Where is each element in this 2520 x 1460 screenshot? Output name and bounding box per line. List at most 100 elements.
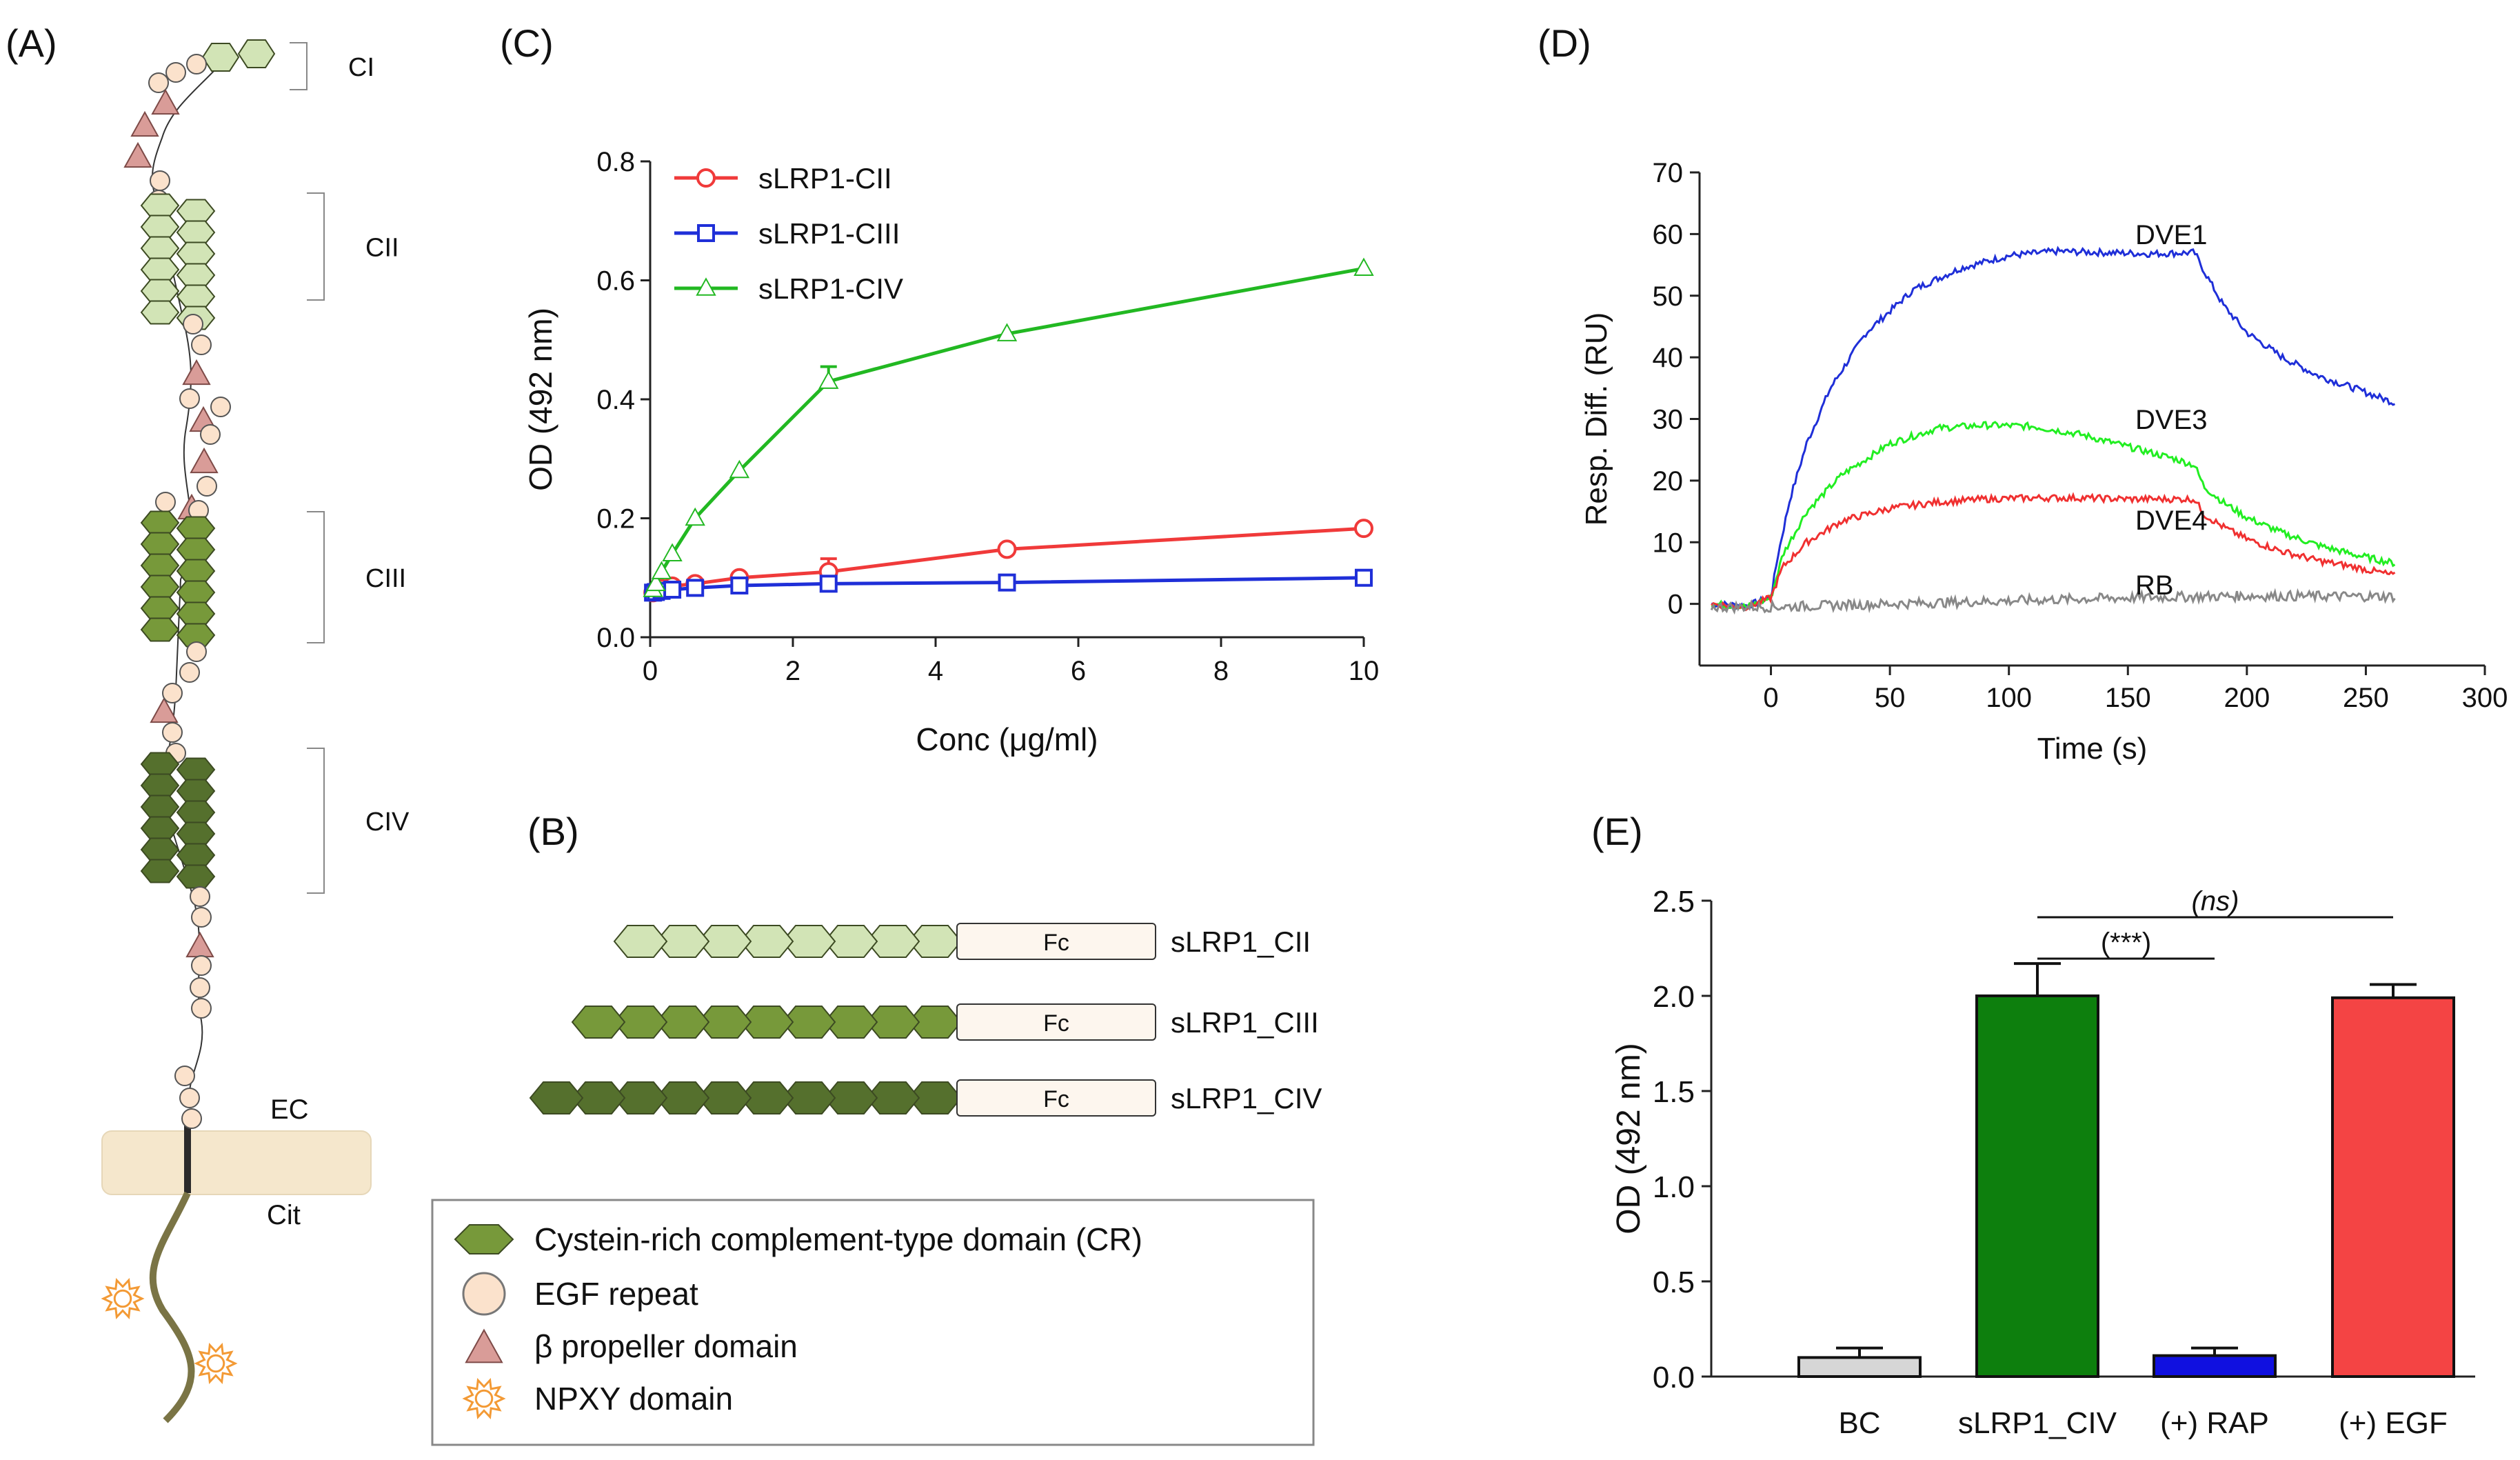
y-tick-label: 0.0: [1653, 1361, 1695, 1394]
sensorgram-trace: [1711, 246, 2396, 610]
cr-domain: [140, 837, 180, 862]
sensorgram-trace: [1711, 492, 2396, 612]
construct-cr-domain: [529, 1081, 584, 1114]
egf-repeat: [191, 334, 212, 355]
egf-repeat: [174, 1066, 195, 1086]
cr-domain: [140, 532, 180, 557]
membrane-ec-label: EC: [270, 1094, 309, 1125]
x-tick-label: 0: [1763, 683, 1778, 713]
membrane-cit-label: Cit: [267, 1200, 301, 1230]
panel-label-d: (D): [1538, 21, 1591, 65]
data-point: [663, 581, 682, 599]
npxy-core: [474, 1389, 494, 1408]
cr-domain: [140, 510, 180, 535]
cr-domain: [176, 559, 216, 583]
construct-cr-domain: [697, 1006, 752, 1039]
construct-cr-domain: [823, 1006, 878, 1039]
data-point: [818, 370, 839, 389]
fc-domain: [956, 1003, 1156, 1041]
cluster-bracket: [307, 748, 325, 894]
cell-membrane: [101, 1130, 372, 1195]
egf-repeat: [186, 641, 207, 662]
construct-cr-domain: [571, 1006, 626, 1039]
egf-repeat: [191, 955, 212, 976]
cr-domain: [140, 816, 180, 841]
cr-domain: [176, 821, 216, 846]
data-point: [1354, 519, 1373, 539]
egf-repeat: [183, 314, 203, 334]
egf-repeat: [191, 998, 212, 1019]
beta-propeller-domain: [182, 359, 211, 386]
construct-cr-domain: [781, 925, 836, 958]
y-tick-label: 40: [1653, 343, 1684, 373]
x-axis-label: Time (s): [2037, 732, 2148, 766]
data-point: [998, 573, 1016, 592]
egf-repeat: [150, 170, 170, 191]
cr-domain: [176, 757, 216, 782]
egf-repeat: [165, 62, 186, 83]
legend-label: Cystein-rich complement-type domain (CR): [534, 1221, 1142, 1257]
series-dve1: [1711, 246, 2396, 610]
egf-repeat: [200, 424, 221, 445]
cr-domain: [176, 241, 216, 266]
y-tick-label: 30: [1653, 405, 1684, 435]
egf-repeat: [190, 977, 210, 998]
cr-domain: [176, 601, 216, 626]
cr-domain: [140, 236, 180, 261]
legend-label: sLRP1-CII: [758, 162, 892, 194]
sensorgram-trace: [1710, 588, 2396, 615]
construct-cr-domain: [697, 1081, 752, 1114]
cr-domain: [140, 257, 180, 282]
y-tick-label: 2.0: [1653, 980, 1695, 1014]
category-label: (+) EGF: [2339, 1406, 2448, 1440]
series-dve4: [1711, 492, 2396, 612]
legend-cr-symbol: [454, 1224, 514, 1254]
panel-label-b: (B): [527, 810, 579, 853]
cr-domain: [176, 800, 216, 825]
y-tick-label: 10: [1653, 528, 1684, 558]
curve-label-rb: RB: [2135, 570, 2174, 601]
cytoplasmic-tail: [149, 1191, 195, 1423]
category-label: BC: [1838, 1406, 1880, 1440]
cr-domain: [176, 516, 216, 541]
x-tick-label: 50: [1875, 683, 1906, 713]
data-point: [686, 579, 705, 597]
construct-cr-domain: [823, 925, 878, 958]
egf-repeat: [155, 492, 176, 512]
egf-repeat: [148, 72, 169, 93]
data-point: [1355, 568, 1373, 587]
y-axis-label: OD (492 nm): [523, 308, 558, 491]
beta-propeller-domain: [185, 931, 214, 958]
construct-cr-domain: [865, 1081, 920, 1114]
panel-c-chart: (C) 0 2 4 6 8 10 0.0 0.2 0.4 0.6 0.8 Conc (μg/ml) OD …: [500, 21, 1379, 757]
legend-marker: [697, 224, 715, 242]
panel-d-chart: (D) 0 50 100 150 200 250 300 0 10 20 30 40 50 60 70 Time…: [1538, 21, 2508, 766]
construct-cr-domain: [865, 925, 920, 958]
y-tick-label: 0.0: [596, 623, 635, 653]
x-tick-label: 4: [928, 656, 943, 686]
x-tick-label: 100: [1986, 683, 2032, 713]
egf-repeat: [179, 662, 200, 683]
data-point: [651, 561, 672, 579]
legend-egf-symbol: [462, 1272, 506, 1316]
legend-label: EGF repeat: [534, 1276, 698, 1312]
construct-slrp1-ciii: Fc sLRP1_CIII: [571, 1003, 1319, 1041]
legend-marker: [696, 168, 716, 188]
category-label: sLRP1_CIV: [1958, 1406, 2117, 1440]
cr-domain: [140, 596, 180, 621]
cr-domain: [140, 859, 180, 883]
panel-label-e: (E): [1591, 810, 1643, 853]
x-tick-label: 150: [2105, 683, 2151, 713]
legend-npxy-symbol: [462, 1378, 506, 1419]
y-axis-label: Resp. Diff. (RU): [1580, 312, 1613, 526]
bar: [2153, 1354, 2277, 1379]
construct-cr-domain: [739, 925, 794, 958]
egf-repeat: [196, 476, 217, 497]
series-slrp1-civ: [643, 257, 1374, 597]
egf-repeat: [162, 722, 183, 743]
curve-label-dve1: DVE1: [2135, 220, 2208, 250]
data-point: [996, 323, 1018, 341]
fc-domain: [956, 923, 1156, 960]
construct-slrp1-cii: Fc sLRP1_CII: [613, 923, 1311, 960]
